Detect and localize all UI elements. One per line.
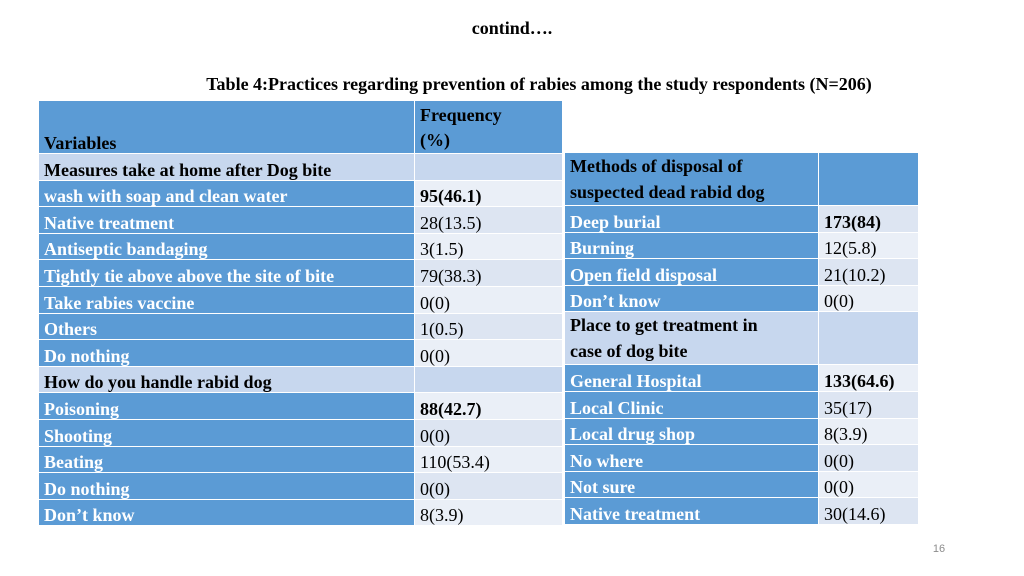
row-label: Others	[38, 312, 415, 341]
frequency-header: Frequency (%)	[414, 100, 563, 154]
row-value: 1(0.5)	[414, 312, 563, 341]
table-row: How do you handle rabid dog	[38, 365, 563, 394]
row-label: Tightly tie above above the site of bite	[38, 259, 415, 287]
section-label-line1: Methods of disposal of	[570, 156, 743, 176]
table-row: Take rabies vaccine 0(0)	[38, 285, 563, 314]
table-row: Tightly tie above above the site of bite…	[38, 259, 563, 287]
row-label: No where	[564, 444, 819, 472]
table-row: wash with soap and clean water 95(46.1)	[38, 179, 563, 208]
table-row: Don’t know 0(0)	[564, 284, 919, 313]
row-value: 21(10.2)	[818, 258, 919, 286]
row-value: 0(0)	[414, 418, 563, 447]
table-row: Not sure 0(0)	[564, 470, 919, 499]
row-label: Local Clinic	[564, 390, 819, 419]
row-value: 0(0)	[414, 285, 563, 314]
table-row: Beating 110(53.4)	[38, 445, 563, 474]
row-value: 0(0)	[818, 284, 919, 313]
row-label: wash with soap and clean water	[38, 179, 415, 208]
row-value	[414, 153, 563, 181]
row-label: Not sure	[564, 470, 819, 499]
row-value	[414, 365, 563, 394]
row-value: 110(53.4)	[414, 445, 563, 474]
row-value: 8(3.9)	[818, 417, 919, 446]
table-row: Do nothing 0(0)	[38, 339, 563, 367]
section-label-line2: suspected dead rabid dog	[570, 182, 765, 202]
row-value	[818, 152, 919, 206]
section-label-line2: case of dog bite	[570, 341, 688, 362]
row-value: 88(42.7)	[414, 392, 563, 420]
row-label: Native treatment	[564, 497, 819, 525]
row-label: Don’t know	[564, 284, 819, 313]
slide-heading: contind….	[471, 18, 553, 38]
row-value	[818, 311, 919, 366]
row-value: 35(17)	[818, 390, 919, 419]
row-label: Don’t know	[38, 498, 415, 527]
table-row: Open field disposal 21(10.2)	[564, 258, 919, 286]
table-row: Measures take at home after Dog bite	[38, 153, 563, 181]
row-label: Open field disposal	[564, 258, 819, 286]
section-label: Methods of disposal of suspected dead rab…	[564, 152, 819, 206]
row-value: 173(84)	[818, 205, 919, 233]
row-label: Measures take at home after Dog bite	[38, 153, 415, 181]
row-label: Antiseptic bandaging	[38, 232, 415, 261]
table-header-row: Variables Frequency (%)	[38, 100, 563, 154]
table-row: No where 0(0)	[564, 444, 919, 472]
section-label: Place to get treatment in case of dog bit…	[564, 311, 819, 366]
table-row: Native treatment 30(14.6)	[564, 497, 919, 525]
row-label: Shooting	[38, 418, 415, 447]
row-label: Local drug shop	[564, 417, 819, 446]
row-label: Poisoning	[38, 392, 415, 420]
row-value: 133(64.6)	[818, 364, 919, 392]
section-label-line1: Place to get treatment in	[570, 315, 758, 336]
table-row: Don’t know 8(3.9)	[38, 498, 563, 527]
table-row: Poisoning 88(42.7)	[38, 392, 563, 420]
row-value: 95(46.1)	[414, 179, 563, 208]
row-label: Take rabies vaccine	[38, 285, 415, 314]
row-value: 12(5.8)	[818, 231, 919, 260]
table-row: Deep burial 173(84)	[564, 205, 919, 233]
row-label: Beating	[38, 445, 415, 474]
row-value: 0(0)	[414, 472, 563, 500]
table-section-row: Place to get treatment in case of dog bit…	[564, 311, 919, 366]
table-row: Local Clinic 35(17)	[564, 390, 919, 419]
row-label: Native treatment	[38, 206, 415, 234]
table-row: Others 1(0.5)	[38, 312, 563, 341]
table-section-row: Methods of disposal of suspected dead rab…	[564, 152, 919, 206]
row-label: Deep burial	[564, 205, 819, 233]
table-row: Antiseptic bandaging 3(1.5)	[38, 232, 563, 261]
row-label: Do nothing	[38, 339, 415, 367]
variables-header: Variables	[38, 100, 415, 154]
frequency-header-line1: Frequency	[420, 105, 502, 125]
row-label: Do nothing	[38, 472, 415, 500]
slide-number: 16	[932, 543, 946, 555]
table-row: General Hospital 133(64.6)	[564, 364, 919, 392]
row-value: 0(0)	[818, 444, 919, 472]
practices-table-right: Methods of disposal of suspected dead rab…	[564, 152, 919, 525]
table-row: Do nothing 0(0)	[38, 472, 563, 500]
row-value: 30(14.6)	[818, 497, 919, 525]
row-value: 28(13.5)	[414, 206, 563, 234]
row-label: How do you handle rabid dog	[38, 365, 415, 394]
row-value: 8(3.9)	[414, 498, 563, 527]
table-caption: Table 4:Practices regarding prevention o…	[206, 74, 872, 94]
table-row: Burning 12(5.8)	[564, 231, 919, 260]
row-value: 3(1.5)	[414, 232, 563, 261]
row-value: 0(0)	[414, 339, 563, 367]
table-row: Local drug shop 8(3.9)	[564, 417, 919, 446]
row-value: 79(38.3)	[414, 259, 563, 287]
row-label: Burning	[564, 231, 819, 260]
row-value: 0(0)	[818, 470, 919, 499]
practices-table-left: Variables Frequency (%) Measures take at …	[38, 100, 563, 527]
table-row: Native treatment 28(13.5)	[38, 206, 563, 234]
table-row: Shooting 0(0)	[38, 418, 563, 447]
row-label: General Hospital	[564, 364, 819, 392]
frequency-header-line2: (%)	[420, 130, 450, 150]
